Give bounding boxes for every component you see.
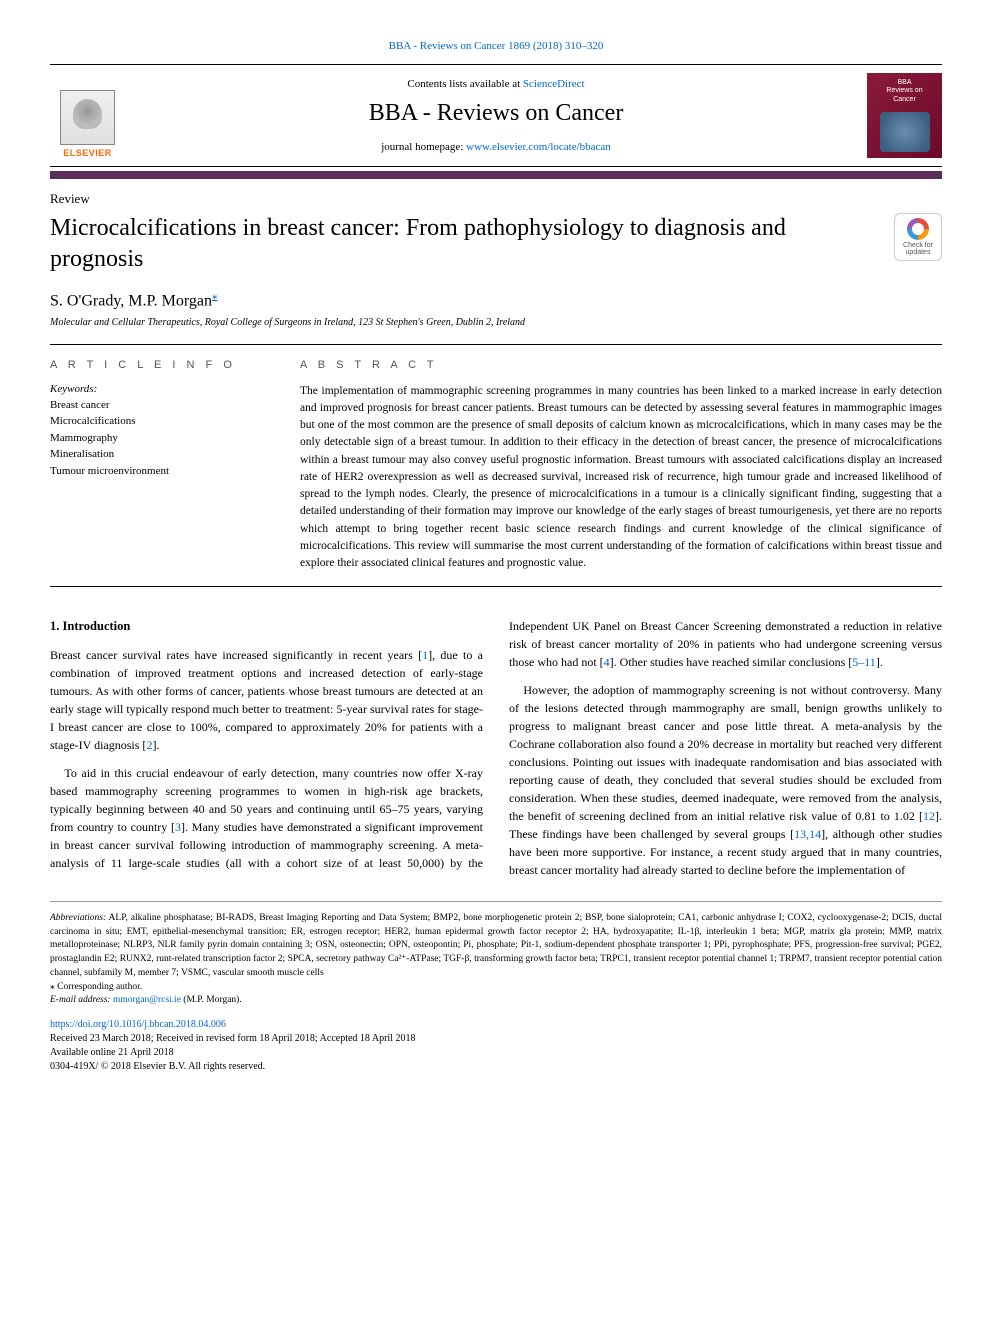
authors: S. O'Grady, M.P. Morgan⁎ [50,289,942,310]
keyword-item: Mammography [50,430,270,447]
ref-link[interactable]: 1 [422,648,428,662]
body-paragraph: However, the adoption of mammography scr… [509,681,942,879]
article-title: Microcalcifications in breast cancer: Fr… [50,213,894,275]
keywords-label: Keywords: [50,383,270,395]
ref-link[interactable]: 2 [146,738,152,752]
contents-prefix: Contents lists available at [407,78,522,90]
journal-cover[interactable]: BBA Reviews on Cancer [867,73,942,158]
cover-title-3: Cancer [893,96,916,104]
homepage-link[interactable]: www.elsevier.com/locate/bbacan [466,141,611,153]
sciencedirect-link[interactable]: ScienceDirect [523,78,585,90]
elsevier-tree-icon [60,90,115,145]
crossmark-button[interactable]: Check for updates [894,213,942,261]
journal-name: BBA - Reviews on Cancer [125,100,867,127]
abstract-label: A B S T R A C T [300,359,942,371]
elsevier-label: ELSEVIER [63,148,112,158]
email-suffix: (M.P. Morgan). [181,995,242,1005]
doi-link[interactable]: https://doi.org/10.1016/j.bbcan.2018.04.… [50,1019,226,1030]
ref-link[interactable]: 4 [604,655,610,669]
homepage-line: journal homepage: www.elsevier.com/locat… [125,141,867,153]
received-line: Received 23 March 2018; Received in revi… [50,1032,942,1046]
crossmark-label-1: Check for [903,242,933,249]
keyword-item: Mineralisation [50,446,270,463]
email-link[interactable]: mmorgan@rcsi.ie [113,995,181,1005]
cover-title-1: BBA [897,79,911,87]
contents-line: Contents lists available at ScienceDirec… [125,78,867,90]
body-text: 1. Introduction Breast cancer survival r… [50,617,942,880]
corresp-footnote-text: Corresponding author. [55,982,142,992]
authors-text: S. O'Grady, M.P. Morgan [50,293,212,310]
masthead: ELSEVIER Contents lists available at Sci… [50,64,942,167]
footer: Abbreviations: ALP, alkaline phosphatase… [50,901,942,1074]
abbrev-text: ALP, alkaline phosphatase; BI-RADS, Brea… [50,913,942,978]
keyword-item: Tumour microenvironment [50,463,270,480]
keyword-item: Breast cancer [50,397,270,414]
copyright-line: 0304-419X/ © 2018 Elsevier B.V. All righ… [50,1060,942,1074]
ref-link[interactable]: 5–11 [852,655,876,669]
elsevier-logo[interactable]: ELSEVIER [50,73,125,158]
body-paragraph: Breast cancer survival rates have increa… [50,646,483,754]
corresponding-mark[interactable]: ⁎ [212,290,218,302]
abbrev-label: Abbreviations: [50,913,106,923]
available-line: Available online 21 April 2018 [50,1046,942,1060]
keywords-list: Breast cancer Microcalcifications Mammog… [50,397,270,480]
ref-link[interactable]: 3 [175,820,181,834]
top-citation: BBA - Reviews on Cancer 1869 (2018) 310–… [50,40,942,52]
ref-link[interactable]: 13,14 [794,827,821,841]
divider-bar [50,171,942,179]
cover-title-2: Reviews on [886,87,922,95]
email-label: E-mail address: [50,995,111,1005]
affiliation: Molecular and Cellular Therapeutics, Roy… [50,317,942,328]
crossmark-icon [907,218,929,240]
ref-link[interactable]: 12 [923,809,935,823]
article-type: Review [50,191,942,207]
abstract-text: The implementation of mammographic scree… [300,383,942,573]
article-info-label: A R T I C L E I N F O [50,359,270,371]
cover-image-icon [880,112,930,152]
homepage-prefix: journal homepage: [381,141,466,153]
crossmark-label-2: updates [906,249,931,256]
section-heading-intro: 1. Introduction [50,617,483,636]
keyword-item: Microcalcifications [50,413,270,430]
